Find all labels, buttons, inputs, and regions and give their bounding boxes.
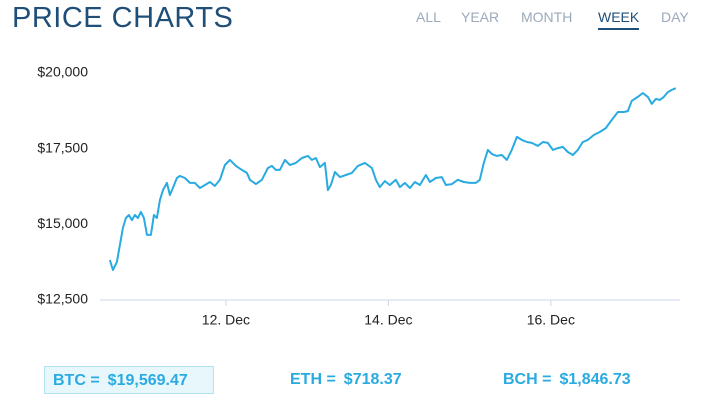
range-tabs: ALL YEAR MONTH WEEK DAY	[0, 9, 705, 33]
y-tick-label: $15,000	[37, 215, 88, 231]
range-tab[interactable]: DAY	[661, 9, 689, 25]
price-line	[108, 87, 677, 271]
ticker[interactable]: BCH = $1,846.73	[503, 366, 631, 394]
range-tab[interactable]: MONTH	[521, 9, 573, 25]
y-tick-label: $17,500	[37, 139, 88, 155]
chart: $12,500 $15,000 $17,500 $20,000 12. Dec 14. D…	[37, 64, 680, 328]
ticker-name: BCH =	[503, 371, 552, 388]
y-tick-label: $20,000	[37, 64, 88, 80]
x-tick-label: 16. Dec	[527, 312, 575, 328]
ticker-name: ETH =	[290, 371, 336, 388]
y-tick-label: $12,500	[37, 291, 88, 307]
range-tab[interactable]: YEAR	[461, 9, 500, 25]
ticker-price: $718.37	[343, 371, 402, 388]
ticker[interactable]: BTC = $19,569.47	[44, 366, 214, 394]
range-tab[interactable]: ALL	[416, 9, 441, 25]
ticker-name: BTC =	[53, 372, 100, 389]
ticker-price: $19,569.47	[107, 372, 188, 389]
x-tick-label: 14. Dec	[364, 312, 412, 328]
ticker-price: $1,846.73	[559, 371, 631, 388]
ticker[interactable]: ETH = $718.37	[290, 366, 402, 394]
x-tick-label: 12. Dec	[202, 312, 250, 328]
page-title: PRICE CHARTS	[12, 2, 234, 34]
range-tab[interactable]: WEEK	[598, 9, 640, 30]
